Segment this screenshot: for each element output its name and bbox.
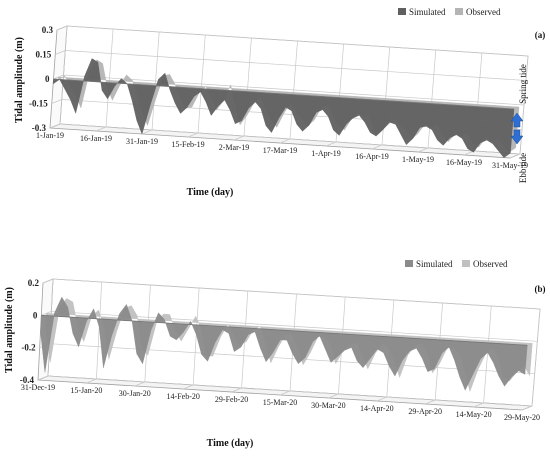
legend-swatch-observed [462,260,470,267]
x-gridline-floor [425,399,436,405]
y-axis-title: Tidal amplitude (m) [14,37,25,123]
x-tick-label: 17-Mar-19 [263,146,298,155]
y-gridline-side [42,278,54,284]
x-gridline-floor [95,126,107,132]
legend-swatch-simulated [398,8,406,15]
x-gridline-floor [473,402,484,408]
legend-swatch-observed [455,8,463,15]
x-gridline-floor [187,132,199,138]
x-tick-label: 30-Jan-20 [119,389,151,398]
zero-baseline [41,314,528,346]
x-tick-label: 31-Dec-19 [21,383,55,392]
x-gridline-floor [328,393,339,399]
panel-label: (a) [535,30,546,40]
chart-panel-b: 0.2 0 -0.2 -0.431-Dec-19 15-Jan-20 30-Jan-20 1… [4,259,546,449]
x-gridline [192,287,200,386]
x-gridline-floor [509,153,521,159]
x-gridline [427,49,437,149]
x-gridline [96,281,103,380]
x-gridline [483,305,492,404]
x-tick-label: 2-Mar-19 [219,143,250,152]
ebb-tide-label: Ebb tide [518,153,528,183]
y-gridline-side [56,25,68,31]
x-gridline-floor [279,390,291,396]
y-tick-label: 0.2 [28,278,40,288]
x-gridline-floor [325,141,337,147]
legend-label-simulated: Simulated [416,259,453,269]
y-tick-label: -0.3 [32,123,47,133]
y-tick-label: -0.2 [21,343,36,353]
x-gridline-floor [86,378,97,384]
x-gridline-floor [233,135,245,141]
x-gridline-floor [417,147,429,153]
x-tick-label: 31-Jan-19 [126,137,158,146]
y-tick-label: 0 [45,74,50,84]
y-tick-label: -0.15 [29,99,48,109]
panel-label: (b) [535,284,546,294]
x-gridline [59,25,68,125]
up-arrow-icon [510,112,524,128]
x-gridline-floor [141,129,153,135]
x-gridline-floor [37,375,49,381]
zero-baseline [53,78,515,110]
x-gridline-floor [279,138,291,144]
legend-label-simulated: Simulated [409,7,446,17]
x-tick-label: 15-Jan-20 [70,386,102,395]
x-tick-label: 1-Apr-19 [311,149,341,158]
x-tick-label: 14-Apr-20 [360,404,394,413]
x-axis-title: Time (day) [187,187,234,198]
x-tick-label: 16-May-19 [446,158,482,167]
x-tick-label: 30-Mar-20 [311,401,346,410]
x-tick-label: 15-Feb-19 [171,140,204,149]
y-tick-label: 0 [33,310,38,320]
x-axis-title: Time (day) [207,438,254,449]
y-gridline-side [51,99,62,104]
x-tick-label: 1-May-19 [402,155,434,164]
x-tick-label: 14-Feb-20 [167,392,200,401]
legend-label-observed: Observed [466,7,501,17]
x-tick-label: 14-May-20 [456,410,492,419]
x-gridline-floor [371,144,383,150]
x-gridline [105,28,114,128]
x-gridline [197,34,206,134]
x-tick-label: 29-Feb-20 [215,395,248,404]
x-tick-label: 29-May-20 [504,413,540,422]
y-axis-title: Tidal amplitude (m) [4,287,15,373]
x-tick-label: 1-Jan-19 [36,131,64,140]
x-gridline-floor [521,405,533,411]
x-gridline [531,308,541,407]
x-gridline-floor [134,381,145,387]
y-tick-label: 0.3 [42,25,54,35]
x-gridline-floor [231,387,242,393]
x-gridline-floor [376,396,387,402]
y-tick-label: -0.4 [20,375,35,385]
chart-panel-a: 0.3 0.15 0 -0.15 -0.31-Jan-19 16-Jan-19 31-Jan… [14,7,545,198]
x-tick-label: 29-Apr-20 [408,407,442,416]
x-tick-label: 31-May-19 [492,161,528,170]
y-tick-label: 0.15 [36,50,52,60]
spring-tide-label: Spring tide [518,64,528,104]
x-gridline [243,37,252,137]
legend-swatch-simulated [405,260,413,267]
x-gridline [151,31,160,131]
legend-label-observed: Observed [473,259,508,269]
x-gridline-floor [49,123,61,129]
x-tick-label: 15-Mar-20 [263,398,298,407]
x-gridline [289,40,298,140]
down-arrow-icon [510,129,524,145]
y-gridline-side [55,50,66,55]
x-gridline-floor [183,384,194,390]
x-tick-label: 16-Apr-19 [355,152,389,161]
x-tick-label: 16-Jan-19 [80,134,112,143]
